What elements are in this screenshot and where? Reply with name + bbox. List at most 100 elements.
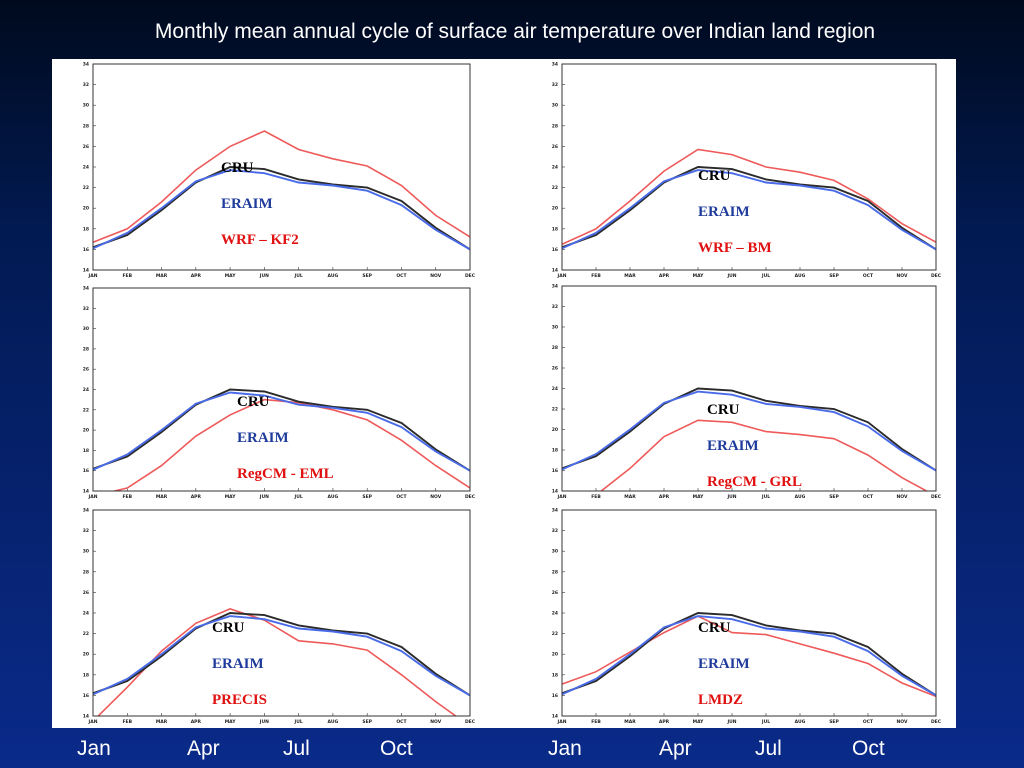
y-tick-label: 34: [83, 62, 89, 68]
x-tick-label: OCT: [396, 494, 407, 500]
series-line-eraim: [93, 391, 470, 472]
y-tick-label: 14: [83, 489, 89, 495]
series-line-lmdz: [562, 615, 936, 698]
bottom-month-label: Jul: [755, 737, 782, 760]
bottom-month-label: Apr: [187, 737, 220, 760]
chart-panel-bottom-left: 14 16 18 20 22 24 26 28 30 32 34 JAN FEB MAR APR MAY JUN…: [83, 508, 476, 726]
chart-panel-bottom-right: 14 16 18 20 22 24 26 28 30 32 34 JAN FEB MAR APR MAY JUN…: [552, 508, 942, 726]
legend-entry: ERAIM: [698, 204, 750, 220]
x-tick-label: APR: [659, 494, 670, 500]
y-tick-label: 18: [552, 672, 558, 678]
x-tick-label: JUN: [259, 494, 269, 500]
y-tick-label: 34: [552, 62, 558, 68]
y-tick-label: 22: [552, 631, 558, 637]
plot-frame: [561, 509, 937, 717]
x-tick-label: APR: [191, 719, 202, 725]
y-tick-label: 22: [83, 407, 89, 413]
series-line-eraim: [562, 169, 936, 251]
x-tick-label: APR: [659, 273, 670, 279]
x-tick-label: SEP: [829, 273, 839, 279]
x-tick-label: APR: [659, 719, 670, 725]
y-tick-label: 24: [552, 165, 558, 171]
x-tick-label: FEB: [591, 494, 601, 500]
y-tick-label: 20: [83, 428, 89, 434]
x-tick-label: JUN: [726, 273, 736, 279]
y-tick-label: 28: [552, 123, 558, 129]
legend-entry: CRU: [221, 160, 254, 176]
plot-frame: [92, 509, 471, 717]
charts-svg: 14 16 18 20 22 24 26 28 30 32 34 JAN FEB MAR APR MAY JUN…: [83, 62, 942, 726]
y-tick-label: 22: [83, 631, 89, 637]
legend-entry: CRU: [698, 620, 731, 636]
series-line-cru: [93, 612, 470, 697]
x-tick-label: OCT: [396, 273, 407, 279]
x-tick-label: DEC: [465, 719, 476, 725]
x-tick-label: SEP: [362, 719, 372, 725]
x-tick-label: AUG: [795, 273, 806, 279]
chart-panel-middle-left: 14 16 18 20 22 24 26 28 30 32 34 JAN FEB MAR APR MAY JUN…: [83, 286, 476, 501]
legend-entry: CRU: [707, 402, 740, 418]
y-tick-label: 24: [83, 165, 89, 171]
x-tick-label: OCT: [863, 719, 874, 725]
y-tick-label: 22: [83, 185, 89, 191]
legend-entry: WRF – BM: [698, 240, 772, 256]
x-tick-label: JAN: [88, 273, 98, 279]
x-tick-label: DEC: [931, 494, 942, 500]
x-tick-label: JAN: [557, 719, 567, 725]
legend-entry: ERAIM: [707, 438, 759, 454]
y-tick-label: 20: [83, 206, 89, 212]
y-tick-label: 18: [83, 448, 89, 454]
bottom-month-label: Jul: [283, 737, 310, 760]
y-tick-label: 34: [83, 508, 89, 514]
series-line-wrf-bm: [562, 148, 936, 246]
x-tick-label: NOV: [430, 719, 441, 725]
x-tick-label: NOV: [430, 273, 441, 279]
legend-entry: WRF – KF2: [221, 232, 299, 248]
legend-entry: ERAIM: [212, 656, 264, 672]
x-tick-label: AUG: [328, 719, 339, 725]
x-tick-label: MAY: [225, 494, 237, 500]
plot-frame: [92, 287, 471, 492]
series-line-eraim: [562, 390, 936, 472]
legend-entry: CRU: [698, 168, 731, 184]
y-tick-label: 32: [83, 528, 89, 534]
series-line-precis: [97, 608, 458, 716]
y-tick-label: 16: [552, 693, 558, 699]
series-line-regcm-eml: [111, 398, 470, 491]
series-line-regcm-grl: [599, 419, 929, 491]
bottom-month-label: Apr: [659, 737, 692, 760]
x-tick-label: DEC: [931, 273, 942, 279]
series-line-cru: [562, 166, 936, 251]
chart-panel-top-right: 14 16 18 20 22 24 26 28 30 32 34 JAN FEB MAR APR MAY JUN…: [552, 62, 942, 280]
x-tick-label: MAR: [624, 719, 636, 725]
y-tick-label: 30: [83, 326, 89, 332]
bottom-month-label: Oct: [852, 737, 885, 760]
y-tick-label: 18: [83, 672, 89, 678]
y-tick-label: 30: [552, 103, 558, 109]
legend-entry: RegCM - EML: [237, 466, 334, 482]
y-tick-label: 28: [552, 569, 558, 575]
y-tick-label: 16: [83, 693, 89, 699]
x-tick-label: OCT: [863, 273, 874, 279]
x-tick-label: JAN: [557, 273, 567, 279]
x-tick-label: FEB: [122, 273, 132, 279]
x-tick-label: SEP: [829, 719, 839, 725]
y-tick-label: 30: [83, 103, 89, 109]
y-tick-label: 32: [552, 528, 558, 534]
y-tick-label: 26: [83, 367, 89, 373]
x-tick-label: FEB: [591, 719, 601, 725]
y-tick-label: 32: [552, 304, 558, 310]
x-tick-label: AUG: [328, 494, 339, 500]
x-tick-label: JUL: [761, 494, 770, 500]
series-line-cru: [562, 387, 936, 472]
y-tick-label: 32: [83, 306, 89, 312]
x-tick-label: JAN: [88, 494, 98, 500]
bottom-month-label: Jan: [77, 737, 111, 760]
y-tick-label: 24: [552, 386, 558, 392]
x-tick-label: JUL: [294, 273, 303, 279]
y-tick-label: 26: [552, 366, 558, 372]
bottom-month-label: Jan: [548, 737, 582, 760]
y-tick-label: 34: [552, 284, 558, 290]
x-tick-label: JUL: [294, 494, 303, 500]
y-tick-label: 18: [552, 448, 558, 454]
